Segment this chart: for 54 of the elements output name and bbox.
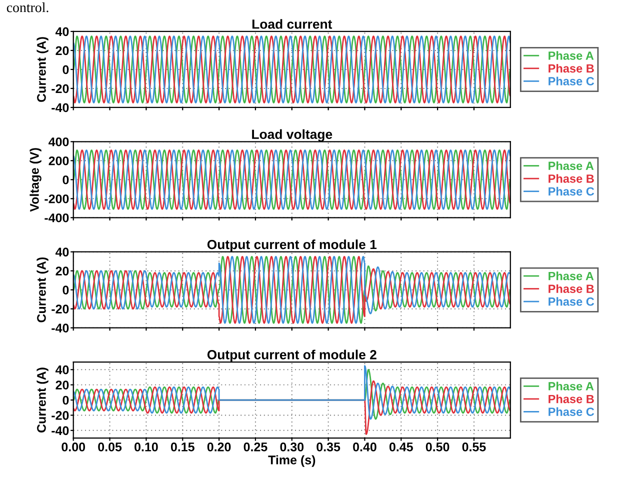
y-tick-label: -20 (52, 411, 69, 420)
y-tick-label: -200 (44, 194, 69, 204)
text: Phase C (548, 407, 594, 416)
y-tick-label: 0 (62, 396, 69, 405)
y-tick-label: 40 (55, 365, 69, 374)
text: control. (6, 2, 48, 12)
legend-label: Phase B (548, 284, 594, 294)
y-tick-label: 20 (56, 266, 69, 276)
text: Phase A (548, 382, 594, 390)
y-tick-label: 40 (55, 248, 69, 256)
chart-title: Load current (252, 19, 332, 29)
y-tick-label: 20 (56, 46, 69, 56)
y-axis-title: Current (A) (36, 257, 48, 322)
chart-title: Load voltage (252, 129, 332, 142)
y-tick-label: -40 (52, 103, 69, 112)
y-tick-label: -20 (52, 84, 69, 94)
y-tick-label: 0 (62, 175, 69, 184)
y-tick-label: 200 (48, 156, 69, 166)
text: Phase A (548, 161, 594, 170)
y-tick-label: 0 (62, 65, 69, 74)
text: Phase B (548, 174, 594, 183)
text: Phase C (548, 186, 594, 196)
text: Phase B (548, 394, 594, 404)
y-tick-label: -40 (52, 426, 69, 436)
y-axis-title: Voltage (V) (30, 148, 42, 212)
x-tick-label: 0.35 (316, 442, 340, 452)
x-tick-label: 0.55 (462, 442, 486, 452)
y-tick-label: -40 (52, 324, 69, 332)
x-tick-label: 0.50 (426, 442, 450, 452)
legend-label: Phase C (548, 297, 594, 306)
y-tick-label: 0 (62, 286, 69, 294)
y-tick-label: 40 (55, 27, 69, 36)
legend-label: Phase A (548, 51, 594, 60)
chart-title: Output current of module 1 (207, 240, 377, 252)
y-tick-label: -20 (52, 304, 69, 314)
x-tick-label: 0.05 (98, 442, 122, 452)
y-axis-title: Current (A) (36, 37, 48, 102)
chart-title: Output current of module 2 (207, 350, 376, 362)
y-axis-title: Current (A) (36, 368, 48, 432)
legend-label: Phase C (548, 76, 594, 86)
y-tick-label: -400 (44, 213, 69, 222)
x-tick-label: 0.40 (353, 442, 376, 452)
y-tick-label: 400 (48, 137, 69, 146)
x-tick-label: 0.25 (244, 442, 268, 452)
y-tick-label: 20 (56, 380, 69, 390)
legend-label: Phase B (548, 64, 594, 73)
x-tick-label: 0.00 (62, 442, 86, 452)
legend-label: Phase A (548, 272, 594, 280)
x-tick-label: 0.30 (280, 442, 304, 452)
x-tick-label: 0.20 (207, 442, 231, 452)
x-tick-label: 0.15 (170, 442, 194, 452)
x-tick-label: 0.10 (134, 442, 158, 452)
x-axis-title: Time (s) (268, 455, 316, 467)
x-tick-label: 0.45 (389, 442, 413, 452)
